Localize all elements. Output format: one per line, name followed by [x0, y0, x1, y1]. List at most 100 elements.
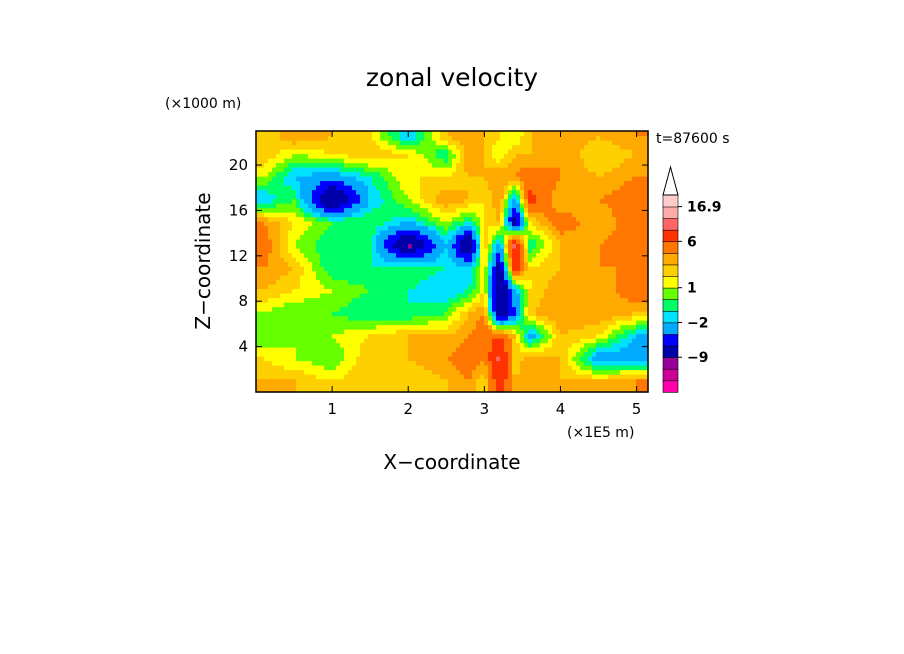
- heatmap-cell: [308, 311, 313, 317]
- heatmap-cell: [552, 234, 557, 240]
- heatmap-cell: [300, 234, 305, 240]
- heatmap-cell: [516, 324, 521, 330]
- heatmap-cell: [428, 333, 433, 339]
- heatmap-cell: [540, 297, 545, 303]
- heatmap-cell: [488, 351, 493, 357]
- heatmap-cell: [364, 207, 369, 213]
- heatmap-cell: [340, 266, 345, 272]
- heatmap-cell: [472, 329, 477, 335]
- heatmap-cell: [640, 356, 645, 362]
- heatmap-cell: [396, 306, 401, 312]
- heatmap-cell: [308, 324, 313, 330]
- heatmap-cell: [372, 248, 377, 254]
- heatmap-cell: [264, 266, 269, 272]
- heatmap-cell: [468, 347, 473, 353]
- heatmap-cell: [280, 302, 285, 308]
- heatmap-cell: [628, 185, 633, 191]
- heatmap-cell: [256, 378, 261, 384]
- heatmap-cell: [556, 180, 561, 186]
- heatmap-cell: [600, 261, 605, 267]
- heatmap-cell: [424, 306, 429, 312]
- heatmap-cell: [516, 221, 521, 227]
- heatmap-cell: [552, 342, 557, 348]
- heatmap-cell: [352, 221, 357, 227]
- heatmap-cell: [268, 185, 273, 191]
- heatmap-cell: [604, 176, 609, 182]
- heatmap-cell: [304, 351, 309, 357]
- heatmap-cell: [636, 198, 641, 204]
- heatmap-cell: [640, 369, 645, 375]
- heatmap-cell: [312, 162, 317, 168]
- heatmap-cell: [384, 315, 389, 321]
- heatmap-cell: [552, 369, 557, 375]
- heatmap-cell: [456, 342, 461, 348]
- heatmap-cell: [344, 239, 349, 245]
- heatmap-cell: [336, 221, 341, 227]
- heatmap-cell: [588, 216, 593, 222]
- heatmap-cell: [432, 311, 437, 317]
- heatmap-cell: [364, 248, 369, 254]
- heatmap-cell: [368, 162, 373, 168]
- heatmap-cell: [632, 203, 637, 209]
- heatmap-cell: [536, 275, 541, 281]
- heatmap-cell: [360, 162, 365, 168]
- heatmap-cell: [596, 162, 601, 168]
- heatmap-cell: [436, 374, 441, 380]
- heatmap-cell: [392, 356, 397, 362]
- heatmap-cell: [480, 342, 485, 348]
- heatmap-cell: [616, 324, 621, 330]
- heatmap-cell: [540, 185, 545, 191]
- heatmap-cell: [420, 338, 425, 344]
- heatmap-cell: [356, 261, 361, 267]
- heatmap-cell: [492, 198, 497, 204]
- heatmap-cell: [260, 338, 265, 344]
- heatmap-cell: [612, 275, 617, 281]
- heatmap-cell: [640, 216, 645, 222]
- heatmap-cell: [272, 162, 277, 168]
- heatmap-cell: [412, 342, 417, 348]
- heatmap-cell: [508, 342, 513, 348]
- heatmap-cell: [304, 329, 309, 335]
- heatmap-cell: [400, 293, 405, 299]
- heatmap-cell: [524, 194, 529, 200]
- heatmap-cell: [360, 243, 365, 249]
- heatmap-cell: [448, 279, 453, 285]
- heatmap-cell: [280, 221, 285, 227]
- heatmap-cell: [496, 176, 501, 182]
- heatmap-cell: [416, 203, 421, 209]
- heatmap-cell: [432, 230, 437, 236]
- heatmap-cell: [560, 342, 565, 348]
- heatmap-cell: [380, 180, 385, 186]
- heatmap-cell: [596, 324, 601, 330]
- heatmap-cell: [292, 387, 297, 393]
- heatmap-cell: [564, 203, 569, 209]
- heatmap-cell: [508, 185, 513, 191]
- heatmap-cell: [576, 266, 581, 272]
- heatmap-cell: [620, 189, 625, 195]
- heatmap-cell: [300, 212, 305, 218]
- heatmap-cell: [332, 383, 337, 389]
- heatmap-cell: [500, 315, 505, 321]
- heatmap-cell: [640, 167, 645, 173]
- heatmap-cell: [412, 387, 417, 393]
- heatmap-cell: [620, 252, 625, 258]
- heatmap-cell: [360, 212, 365, 218]
- heatmap-cell: [388, 302, 393, 308]
- heatmap-cell: [624, 167, 629, 173]
- heatmap-cell: [364, 239, 369, 245]
- heatmap-cell: [624, 212, 629, 218]
- heatmap-cell: [536, 293, 541, 299]
- heatmap-cell: [488, 230, 493, 236]
- heatmap-cell: [560, 302, 565, 308]
- heatmap-cell: [444, 324, 449, 330]
- heatmap-cell: [352, 243, 357, 249]
- heatmap-cell: [596, 171, 601, 177]
- heatmap-cell: [260, 234, 265, 240]
- heatmap-cell: [288, 356, 293, 362]
- heatmap-cell: [308, 185, 313, 191]
- heatmap-cell: [560, 234, 565, 240]
- heatmap-cell: [368, 338, 373, 344]
- heatmap-cell: [412, 194, 417, 200]
- heatmap-cell: [576, 356, 581, 362]
- heatmap-cell: [540, 261, 545, 267]
